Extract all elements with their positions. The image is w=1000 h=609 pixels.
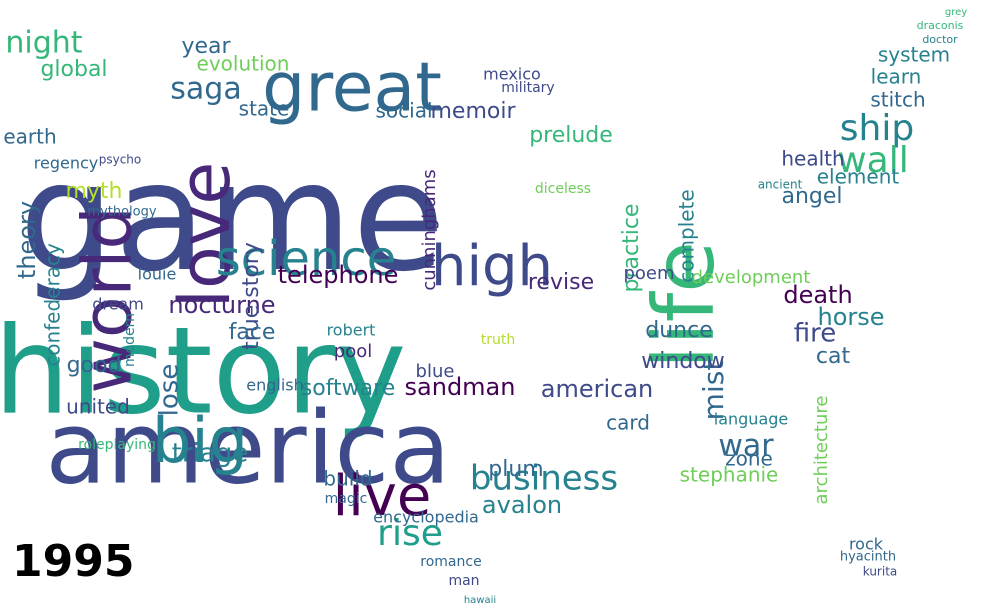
cloud-word: pool <box>334 341 372 362</box>
cloud-word: state <box>239 97 290 121</box>
cloud-word: learn <box>871 65 922 89</box>
cloud-word: horse <box>817 303 884 331</box>
cloud-word: high <box>431 234 553 299</box>
cloud-word: dream <box>92 295 144 314</box>
cloud-word: draconis <box>917 19 964 32</box>
cloud-word: dunce <box>645 318 712 343</box>
cloud-word: mythology <box>87 205 156 220</box>
cloud-word: robert <box>327 321 376 340</box>
cloud-word: science <box>216 231 397 287</box>
cloud-word: live <box>333 464 432 529</box>
cloud-word: social <box>375 99 432 123</box>
cloud-word: hawaii <box>464 595 496 606</box>
cloud-word: plum <box>488 457 543 482</box>
cloud-word: cunninghams <box>419 169 440 290</box>
cloud-word: good <box>67 353 122 378</box>
cloud-word: avalon <box>482 491 562 519</box>
cloud-word: card <box>606 411 650 435</box>
cloud-word: stitch <box>870 88 925 112</box>
cloud-word: zone <box>725 447 773 471</box>
cloud-word: angel <box>781 184 842 209</box>
cloud-word: kurita <box>863 565 898 579</box>
cloud-word: complete <box>675 189 699 282</box>
cloud-word: build <box>323 467 372 491</box>
cloud-word: stephanie <box>680 463 779 487</box>
cloud-word: life <box>635 241 733 369</box>
cloud-word: man <box>448 573 479 589</box>
cloud-word: global <box>40 57 107 82</box>
cloud-word: united <box>66 395 130 419</box>
year-label: 1995 <box>12 536 135 587</box>
cloud-word: hyacinth <box>840 550 896 565</box>
cloud-word: military <box>501 80 554 96</box>
cloud-word: love <box>164 162 246 309</box>
cloud-word: cat <box>816 344 851 369</box>
cloud-word: doctor <box>922 33 958 46</box>
cloud-word: language <box>714 410 789 429</box>
cloud-word: window <box>641 349 724 374</box>
cloud-word: system <box>878 43 950 67</box>
cloud-word: nocturne <box>168 291 275 319</box>
cloud-word: memoir <box>430 99 516 124</box>
cloud-word: telephone <box>278 261 399 289</box>
cloud-word: world <box>69 206 148 393</box>
cloud-word: big <box>152 404 248 477</box>
cloud-word: america <box>45 389 450 506</box>
cloud-word: practice <box>619 204 644 293</box>
cloud-word: business <box>470 459 618 499</box>
cloud-word: architecture <box>811 396 832 505</box>
cloud-word: triage <box>172 439 249 469</box>
cloud-word: diceless <box>535 181 591 197</box>
cloud-word: death <box>783 281 852 309</box>
cloud-word: wall <box>837 140 909 181</box>
cloud-word: magic <box>325 491 368 507</box>
cloud-word: regency <box>34 154 98 173</box>
cloud-word: mist <box>697 360 730 421</box>
cloud-word: english <box>246 376 304 395</box>
cloud-word: saga <box>170 72 241 107</box>
cloud-word: lose <box>155 364 185 417</box>
cloud-word: software <box>301 376 395 401</box>
cloud-word: rock <box>849 535 884 554</box>
cloud-word: development <box>692 267 811 288</box>
cloud-word: fire <box>794 319 837 349</box>
cloud-word: ancient <box>758 178 803 192</box>
cloud-word: psycho <box>99 153 142 167</box>
cloud-word: confederacy <box>41 243 65 367</box>
cloud-word: rise <box>377 513 443 554</box>
cloud-word: year <box>181 34 231 59</box>
cloud-word: romance <box>420 554 481 570</box>
cloud-word: game <box>19 131 445 305</box>
cloud-word: sandman <box>405 373 516 401</box>
cloud-word: poem <box>623 263 674 284</box>
cloud-word: great <box>262 49 442 128</box>
cloud-word: mexico <box>483 65 541 84</box>
cloud-word: night <box>5 26 82 61</box>
cloud-word: earth <box>3 125 56 149</box>
cloud-word: theory <box>13 201 41 279</box>
cloud-word: ship <box>840 108 914 149</box>
cloud-word: element <box>817 165 900 189</box>
cloud-word: revise <box>528 270 594 295</box>
cloud-word: evolution <box>197 52 290 76</box>
cloud-word: american <box>541 375 654 403</box>
cloud-word: myth <box>65 179 122 204</box>
cloud-word: prelude <box>529 123 613 148</box>
cloud-word: encyclopedia <box>373 508 479 527</box>
cloud-word: war <box>718 429 774 464</box>
cloud-word: health <box>781 147 844 171</box>
cloud-word: blue <box>416 361 455 382</box>
cloud-word: louie <box>138 265 177 284</box>
cloud-word: modern <box>122 313 138 367</box>
cloud-word: history <box>0 303 406 442</box>
cloud-word: truth <box>481 332 515 348</box>
cloud-word: roleplaying <box>78 437 156 453</box>
cloud-word: grey <box>945 7 967 18</box>
cloud-word: true story <box>239 242 264 350</box>
cloud-word: face <box>229 320 276 345</box>
